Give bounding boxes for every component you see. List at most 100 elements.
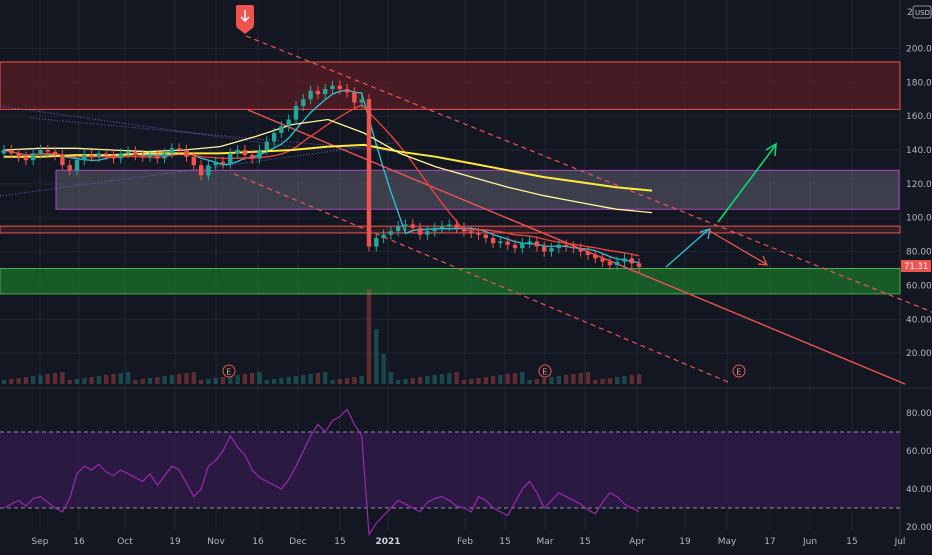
candle-body [162,153,167,159]
candle[interactable] [636,258,642,272]
candle[interactable] [147,149,153,162]
candle[interactable] [476,227,481,240]
candle[interactable] [534,236,540,252]
candle[interactable] [23,151,29,166]
candle[interactable] [556,239,561,254]
candle[interactable] [469,226,474,239]
candle[interactable] [293,100,299,125]
price-axis[interactable]: 200.00 180.00 160.00 140.00 120.00 100.00 80.0… [906,44,932,533]
candle[interactable] [104,148,109,161]
candle[interactable] [542,241,547,257]
candle[interactable] [520,238,525,254]
candle[interactable] [439,221,445,233]
candle[interactable] [366,94,372,252]
candle[interactable] [615,256,620,271]
candle[interactable] [432,222,437,237]
candle[interactable] [396,221,401,237]
candle[interactable] [607,256,613,271]
candle[interactable] [410,219,415,233]
candle[interactable] [184,144,189,162]
candle[interactable] [264,136,269,156]
candle[interactable] [374,232,379,252]
candle[interactable] [417,222,423,240]
candle[interactable] [1,144,7,159]
candle[interactable] [403,219,408,232]
candle[interactable] [563,239,569,252]
candle[interactable] [622,253,627,267]
candle[interactable] [512,239,518,254]
candle[interactable] [111,149,116,164]
candle[interactable] [60,149,65,171]
earnings-marker[interactable]: E [732,364,746,378]
candles[interactable] [1,80,642,272]
candle[interactable] [330,80,335,95]
candle[interactable] [461,222,467,237]
candle[interactable] [388,226,394,240]
candle[interactable] [162,148,167,164]
candle[interactable] [9,144,14,159]
candle[interactable] [206,160,211,181]
candle[interactable] [155,149,160,164]
candle[interactable] [483,229,488,244]
candle[interactable] [191,151,196,171]
candle[interactable] [571,241,576,254]
candle[interactable] [213,156,218,171]
candle[interactable] [67,160,72,176]
candle[interactable] [82,149,87,166]
candle[interactable] [359,94,364,108]
candle[interactable] [133,146,138,161]
candle[interactable] [286,114,291,132]
candle[interactable] [578,243,583,257]
candle[interactable] [505,236,510,250]
candle[interactable] [242,144,248,161]
candle[interactable] [629,253,634,269]
candle[interactable] [271,127,277,147]
candle[interactable] [323,83,328,100]
candle[interactable] [250,149,255,164]
candle[interactable] [308,85,313,105]
earnings-marker[interactable]: E [222,364,236,378]
candle[interactable] [454,219,459,233]
candle[interactable] [447,219,452,232]
candle[interactable] [74,155,80,176]
candle[interactable] [425,226,430,240]
candle[interactable] [125,146,131,159]
candle[interactable] [96,148,102,162]
candle[interactable] [52,146,58,161]
candle[interactable] [279,121,284,139]
candle[interactable] [593,249,598,264]
candle[interactable] [31,148,36,166]
sell-signal-marker[interactable] [236,5,254,34]
candle[interactable] [337,80,342,95]
candle[interactable] [16,148,21,162]
candle[interactable] [235,144,240,159]
time-axis[interactable]: Sep 16 Oct 19 Nov 16 Dec 15 2021 Feb 15 Mar 15 Apr 19 M… [32,537,906,547]
candle[interactable] [257,144,262,164]
candle[interactable] [228,148,233,169]
candle[interactable] [118,148,123,164]
candle[interactable] [381,229,386,244]
candle[interactable] [169,143,175,159]
candle[interactable] [301,94,306,112]
candle[interactable] [177,143,182,156]
candle[interactable] [549,243,554,257]
earnings-marker[interactable]: E [538,364,552,378]
candle[interactable] [600,253,605,267]
candle[interactable] [45,144,50,157]
candle[interactable] [315,85,321,100]
candle-body [425,231,430,235]
candle[interactable] [140,149,145,162]
candle[interactable] [38,144,43,159]
candle[interactable] [490,232,496,249]
candle[interactable] [89,149,94,162]
currency-box[interactable] [912,5,932,19]
candle[interactable] [498,236,503,249]
candle[interactable] [527,236,532,249]
candle[interactable] [220,156,226,169]
candle[interactable] [198,160,204,181]
candle[interactable] [352,87,357,108]
candle[interactable] [344,83,350,98]
candle[interactable] [585,246,591,261]
